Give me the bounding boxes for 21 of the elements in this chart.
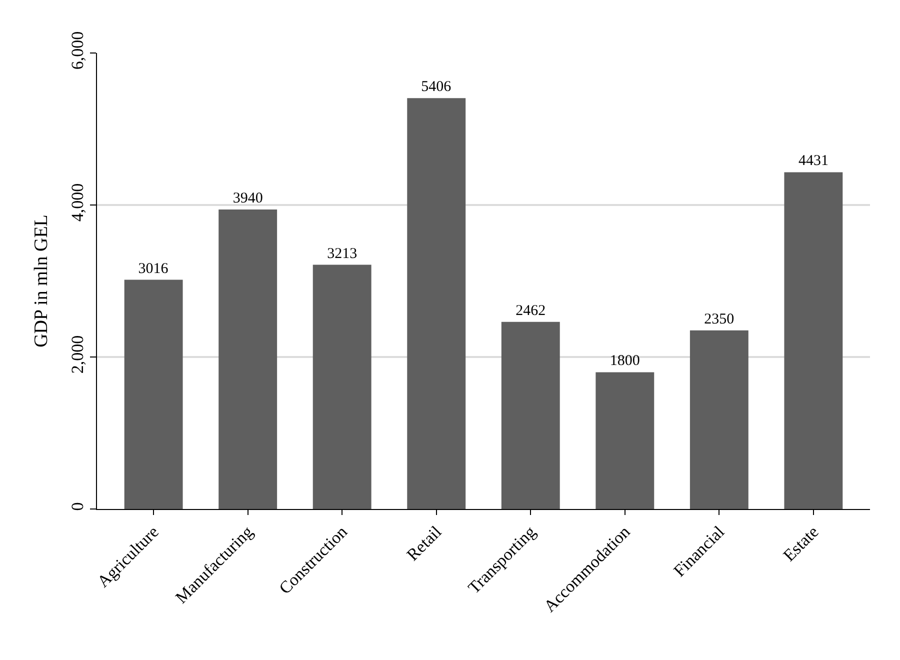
bar bbox=[218, 210, 278, 509]
bar bbox=[690, 330, 748, 509]
data-label: 4431 bbox=[798, 153, 828, 170]
data-label: 1800 bbox=[610, 353, 640, 370]
bar bbox=[784, 172, 843, 509]
data-label: 3940 bbox=[232, 190, 263, 207]
bar bbox=[312, 264, 372, 509]
bar bbox=[501, 322, 560, 509]
y-tick-label: 0 bbox=[68, 502, 88, 511]
bar bbox=[596, 372, 654, 509]
bar bbox=[124, 280, 183, 509]
data-label: 3213 bbox=[327, 246, 358, 262]
bar bbox=[407, 98, 466, 509]
y-axis-title: GDP in mln GEL bbox=[31, 214, 52, 348]
y-tick-label: 4,000 bbox=[68, 183, 88, 222]
y-tick-label: 6,000 bbox=[68, 31, 88, 70]
data-label: 2462 bbox=[516, 302, 546, 319]
data-label: 3016 bbox=[138, 260, 169, 277]
y-tick-label: 2,000 bbox=[68, 335, 88, 374]
data-label: 5406 bbox=[421, 79, 452, 96]
data-label: 2350 bbox=[704, 311, 734, 328]
